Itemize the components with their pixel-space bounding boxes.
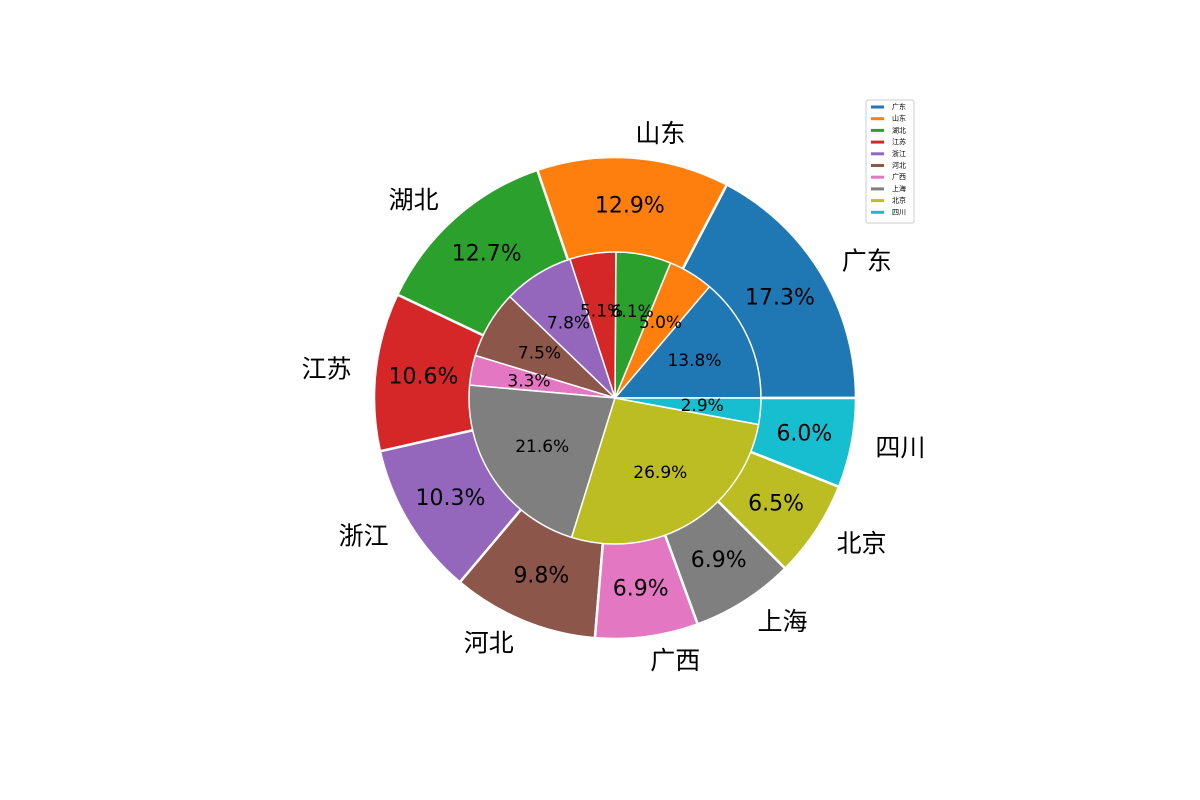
inner-pct-label: 26.9% — [633, 463, 687, 483]
outer-pct-label: 6.0% — [776, 422, 832, 447]
category-label: 上海 — [758, 607, 808, 636]
category-label: 北京 — [837, 529, 887, 558]
inner-pct-label: 5.0% — [639, 313, 682, 333]
outer-pct-label: 10.6% — [388, 364, 458, 389]
outer-pct-label: 12.9% — [595, 193, 665, 218]
category-label: 江苏 — [301, 354, 351, 383]
legend-label: 湖北 — [892, 125, 906, 134]
outer-pct-label: 9.8% — [513, 564, 569, 589]
legend-label: 山东 — [892, 114, 906, 123]
inner-pct-label: 21.6% — [515, 437, 569, 457]
inner-slice-8 — [570, 397, 760, 545]
outer-pct-label: 6.9% — [613, 577, 669, 602]
inner-slice-0 — [614, 285, 762, 399]
outer-pct-labels: 17.3% 12.9% 12.7% 10.6% 10.3% 9.8% 6.9% 6.9% 6.5… — [388, 193, 832, 601]
category-label: 湖北 — [389, 186, 439, 215]
inner-pct-label: 7.8% — [547, 314, 590, 334]
outer-pct-label: 10.3% — [415, 486, 485, 511]
legend-label: 上海 — [892, 184, 906, 193]
category-label: 广东 — [842, 246, 892, 275]
inner-pct-label: 2.9% — [681, 396, 724, 416]
legend-label: 广西 — [892, 172, 906, 181]
category-label: 河北 — [464, 629, 514, 658]
legend-label: 河北 — [892, 162, 906, 170]
inner-pct-label: 7.5% — [518, 344, 561, 364]
inner-pct-label: 6.1% — [611, 302, 654, 322]
category-label: 山东 — [635, 119, 685, 148]
outer-pct-label: 12.7% — [452, 242, 522, 267]
outer-pct-label: 17.3% — [745, 286, 815, 311]
outer-pct-label: 6.5% — [748, 491, 804, 516]
category-label: 浙江 — [339, 521, 389, 550]
inner-slice-7 — [468, 384, 616, 539]
outer-pct-label: 6.9% — [691, 548, 747, 573]
legend-label: 江苏 — [892, 137, 906, 146]
legend-label: 广东 — [892, 102, 906, 111]
inner-pct-label: 13.8% — [667, 351, 721, 371]
inner-pct-label: 5.1% — [580, 301, 623, 321]
category-label: 四川 — [875, 433, 925, 462]
legend-label: 四川 — [892, 208, 906, 216]
inner-pct-label: 3.3% — [507, 371, 550, 391]
inner-pct-labels: 13.8% 5.0%6.1%5.1%7.8% 7.5% 3.3% 21.6% 26.9% 2… — [507, 301, 723, 483]
legend-label: 浙江 — [892, 149, 906, 158]
category-label: 广西 — [650, 646, 700, 675]
inner-ring — [468, 251, 762, 545]
legend-label: 北京 — [892, 196, 906, 205]
inner-slice-9 — [614, 397, 762, 426]
